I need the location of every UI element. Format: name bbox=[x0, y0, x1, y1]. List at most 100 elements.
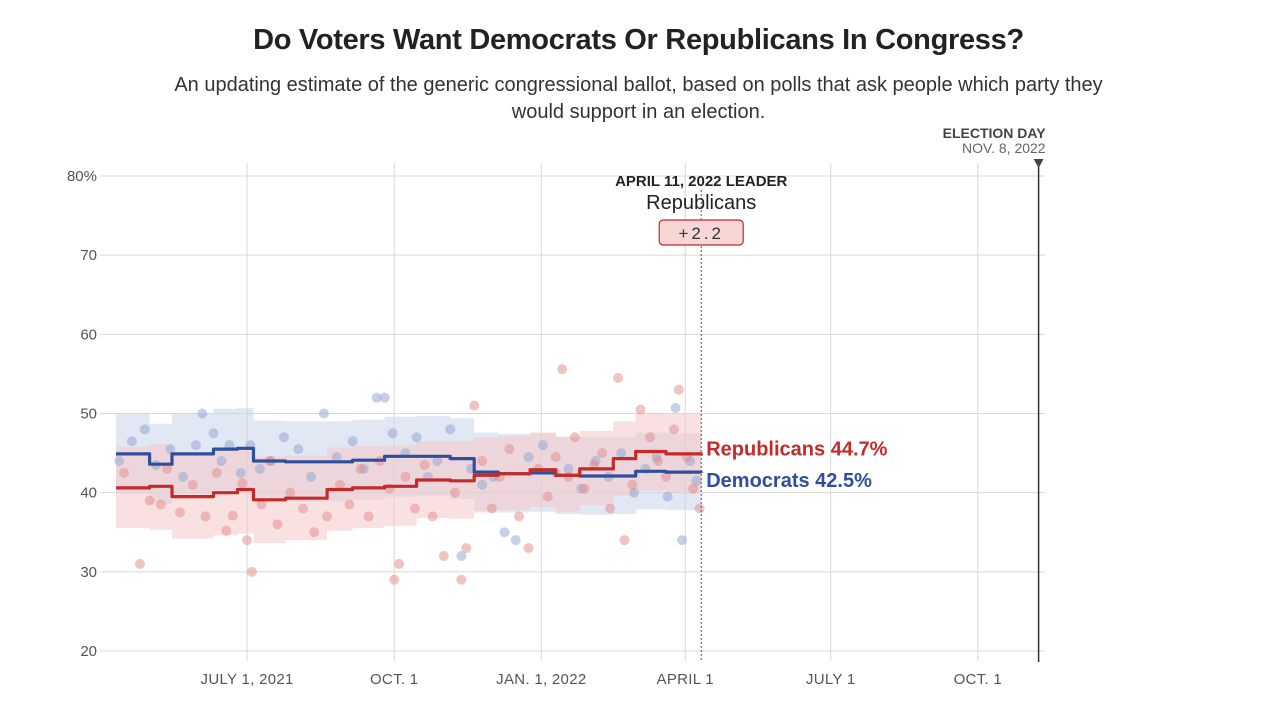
republicans-trend-line bbox=[116, 449, 703, 502]
republicans-poll-dot bbox=[419, 459, 430, 470]
republicans-poll-dot bbox=[504, 444, 515, 455]
leader-party: Republicans bbox=[646, 192, 756, 214]
democrats-poll-dot bbox=[456, 551, 467, 561]
republicans-poll-dot bbox=[187, 479, 198, 490]
leader-date-label: APRIL 11, 2022 LEADER bbox=[615, 173, 787, 190]
republicans-poll-dot bbox=[256, 499, 267, 510]
republicans-poll-dot bbox=[174, 507, 185, 518]
democrats-poll-dot bbox=[445, 424, 456, 435]
democrats-poll-dot bbox=[208, 428, 219, 439]
republicans-poll-dot bbox=[344, 499, 355, 510]
republicans-poll-dot bbox=[410, 503, 421, 514]
y-tick-label: 50 bbox=[80, 406, 97, 423]
republicans-poll-dot bbox=[645, 432, 656, 443]
y-tick-label: 20 bbox=[80, 643, 97, 660]
democrats-poll-dot bbox=[293, 444, 304, 455]
republicans-poll-dot bbox=[237, 478, 248, 489]
republicans-poll-dot bbox=[118, 467, 129, 478]
republicans-poll-dot bbox=[653, 456, 664, 466]
democrats-poll-dot bbox=[499, 527, 510, 538]
democrats-poll-dot bbox=[662, 491, 673, 502]
republicans-poll-dot bbox=[363, 511, 374, 522]
republicans-poll-dot bbox=[155, 499, 166, 510]
election-day-date: NOV. 8, 2022 bbox=[962, 140, 1046, 156]
leader-margin-badge bbox=[658, 219, 744, 246]
democrats-poll-dot bbox=[670, 402, 681, 413]
republicans-poll-dot bbox=[694, 503, 705, 514]
democrats-poll-dot bbox=[387, 428, 398, 439]
democrats-poll-dot bbox=[411, 432, 422, 443]
y-tick-label: 70 bbox=[80, 247, 97, 264]
x-tick-label: JULY 1 bbox=[806, 671, 856, 688]
republicans-poll-dot bbox=[355, 463, 366, 474]
republicans-poll-dot bbox=[635, 404, 646, 415]
democrats-poll-dot bbox=[477, 479, 488, 490]
page-title: Do Voters Want Democrats Or Republicans … bbox=[253, 24, 1024, 56]
republicans-poll-dot bbox=[569, 432, 580, 443]
democrats-poll-dot bbox=[165, 444, 176, 455]
democrats-poll-dot bbox=[563, 463, 574, 474]
democrats-poll-dot bbox=[318, 408, 329, 419]
republicans-poll-dot bbox=[579, 483, 590, 494]
republicans-poll-dot bbox=[298, 503, 309, 514]
democrats-poll-dot bbox=[235, 467, 246, 478]
election-day-marker-icon bbox=[1033, 159, 1044, 168]
x-tick-label: JAN. 1, 2022 bbox=[496, 671, 586, 688]
democrats-poll-dot bbox=[523, 452, 534, 463]
democrats-poll-dot bbox=[537, 440, 548, 451]
republicans-poll-dot bbox=[227, 510, 238, 521]
republicans-poll-dot bbox=[334, 479, 345, 490]
republicans-poll-dot bbox=[134, 558, 145, 569]
republicans-poll-dot bbox=[272, 519, 283, 530]
republicans-poll-dot bbox=[309, 527, 320, 538]
democrats-poll-dot bbox=[347, 436, 358, 447]
republicans-poll-dot bbox=[242, 535, 253, 546]
y-axis-ticks: 20 30 40 50 60 70 80% bbox=[67, 168, 97, 660]
democrats-poll-dot bbox=[139, 424, 150, 435]
democrats-poll-dot bbox=[432, 456, 443, 466]
democrats-poll-dot bbox=[278, 432, 289, 443]
democrats-poll-dot bbox=[306, 471, 317, 482]
y-tick-label: 40 bbox=[80, 485, 97, 502]
republicans-poll-dot bbox=[688, 483, 699, 494]
republicans-poll-dot bbox=[246, 566, 257, 577]
y-tick-label: 30 bbox=[80, 564, 97, 581]
democrats-poll-dot bbox=[510, 535, 521, 546]
republicans-poll-dot bbox=[456, 574, 467, 585]
republicans-poll-dot bbox=[523, 543, 534, 554]
republicans-poll-dot bbox=[389, 574, 400, 585]
republicans-poll-dot bbox=[394, 558, 405, 569]
republicans-poll-dot bbox=[322, 511, 333, 522]
democrats-poll-dot bbox=[254, 463, 265, 474]
republicans-poll-dot bbox=[486, 503, 497, 514]
democrats-poll-dot bbox=[114, 456, 125, 466]
democrats-poll-dot bbox=[629, 487, 640, 498]
democrats-poll-dot bbox=[331, 452, 342, 463]
democrats-poll-dot bbox=[379, 392, 390, 403]
y-tick-label: 80% bbox=[67, 168, 97, 185]
republicans-poll-dot bbox=[661, 471, 672, 482]
x-tick-label: OCT. 1 bbox=[370, 671, 418, 688]
republicans-poll-dot bbox=[400, 471, 411, 482]
page-subtitle: An updating estimate of the generic cong… bbox=[174, 74, 1103, 123]
republicans-poll-dot bbox=[597, 448, 608, 459]
democrats-poll-dot bbox=[691, 475, 702, 486]
republicans-poll-dot bbox=[211, 467, 222, 478]
democrats-poll-dot bbox=[677, 535, 688, 546]
republicans-poll-dot bbox=[469, 400, 480, 411]
democrats-poll-dot bbox=[197, 408, 208, 419]
x-tick-label: OCT. 1 bbox=[954, 671, 1002, 688]
democrats-poll-dot bbox=[178, 471, 189, 482]
leader-margin-value: +2.2 bbox=[678, 224, 724, 243]
y-tick-label: 60 bbox=[80, 326, 97, 343]
republicans-end-label: Republicans 44.7% bbox=[706, 438, 887, 460]
republicans-poll-dot bbox=[673, 384, 684, 395]
republicans-poll-dot bbox=[427, 511, 438, 522]
election-day-label: ELECTION DAY bbox=[943, 125, 1047, 141]
x-tick-label: APRIL 1 bbox=[657, 671, 714, 688]
republicans-poll-dot bbox=[669, 424, 680, 435]
republicans-poll-dot bbox=[557, 364, 568, 375]
trend-lines bbox=[116, 446, 703, 502]
republicans-poll-dot bbox=[605, 503, 616, 514]
